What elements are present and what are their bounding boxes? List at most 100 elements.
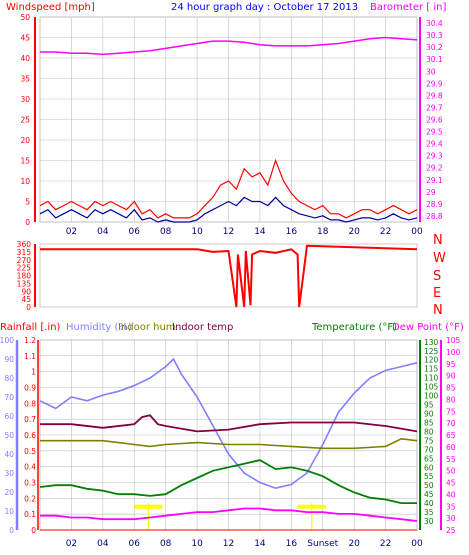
wind-direction-line [40,244,418,308]
dew-y-tick-label: 85 [446,384,456,393]
rain-y-tick-label: 0.9 [24,384,36,393]
humidity-y-tick-label: 50 [4,431,14,440]
wind-y-tick-label: 30 [20,95,30,104]
compass-label: N [433,233,443,248]
baro-y-tick-label: 30 [426,67,436,76]
wind-y-tick-label: 5 [25,198,30,207]
dew-y-tick-label: 45 [446,479,456,488]
rain-y-tick-label: 1.2 [24,336,36,345]
dew-y-tick-label: 55 [446,455,456,464]
bottom-x-tick-label: 06 [129,539,141,549]
bottom-x-tick-label: 02 [66,539,77,549]
top-x-tick-label: 04 [97,227,109,237]
temp-y-tick-label: 90 [424,409,434,418]
humidity-y-tick-label: 30 [4,469,14,478]
bottom-x-tick-label: 20 [348,539,360,549]
wind-barometer-chart: 02 04 06 08 10 12 14 16 18 20 22 000510152025303540… [20,13,442,237]
temp-y-tick-label: 60 [424,463,434,472]
rain-y-tick-label: 0.4 [24,463,36,472]
dew-y-tick-label: 80 [446,395,456,404]
humidity-y-tick-label: 90 [4,355,14,364]
baro-y-tick-label: 29.2 [426,164,443,173]
baro-y-tick-label: 30.2 [426,43,443,52]
baro-y-tick-label: 29.7 [426,103,443,112]
wind-gust-line [39,158,418,219]
dir-y-tick-label: 225 [17,264,32,273]
wind-y-tick-label: 25 [20,116,30,125]
temp-y-tick-label: 65 [424,454,434,463]
temp-y-tick-label: 50 [424,481,434,490]
graph-title: 24 hour graph day : October 17 2013 [171,2,358,13]
dir-y-tick-label: 135 [17,279,32,288]
humidity-y-tick-label: 0 [9,526,14,535]
bottom-x-tick-label: 10 [191,539,203,549]
rain-y-tick-label: 1 [31,368,36,377]
temp-y-tick-label: 70 [424,445,434,454]
temp-y-tick-label: 120 [424,356,439,365]
dir-plot-frame [39,243,418,308]
top-x-tick-label: 02 [66,227,77,237]
dew-y-tick-label: 100 [446,348,461,357]
wind-y-tick-label: 40 [20,54,30,63]
humidity-y-tick-label: 80 [4,374,14,383]
indoor-temp-line [40,414,418,433]
rain-y-tick-label: 0.3 [24,479,36,488]
temp-y-tick-label: 80 [424,427,434,436]
humidity-y-tick-label: 20 [4,488,14,497]
baro-y-tick-label: 28.8 [426,212,443,221]
wind-y-tick-label: 15 [20,157,30,166]
dir-y-tick-label: 270 [17,256,32,265]
baro-y-tick-label: 29.1 [426,176,443,185]
top-x-tick-label: 14 [254,227,266,237]
top-x-tick-label: 06 [129,227,141,237]
wind-y-tick-label: 20 [20,136,30,145]
temp-humidity-chart: 02 04 06 08 10 12 14 16 Sunset 20 22 0000.10.20.30.… [0,336,461,549]
dew-y-tick-label: 40 [446,490,456,499]
indoor-humidity-line [40,437,418,450]
rain-y-tick-label: 0 [31,526,36,535]
bottom-x-tick-label: 08 [160,539,172,549]
temp-y-tick-label: 130 [424,338,439,347]
bottom-x-tick-label: 00 [411,539,423,549]
humidity-y-tick-label: 70 [4,393,14,402]
top-x-tick-label: 16 [286,227,298,237]
top-x-tick-label: 00 [411,227,423,237]
dew-y-tick-label: 105 [446,336,461,345]
dir-y-tick-label: 45 [21,295,31,304]
compass-label: N [433,303,443,318]
top-x-tick-label: 22 [380,227,391,237]
humidity-y-tick-label: 40 [4,450,14,459]
humidity-line [39,357,418,490]
bottom-x-tick-label: 12 [223,539,234,549]
baro-y-tick-label: 30.4 [426,19,443,28]
rain-y-tick-label: 0.5 [24,447,36,456]
wind-y-tick-label: 45 [20,34,30,43]
baro-y-tick-label: 29.6 [426,116,443,125]
top-x-tick-label: 20 [348,227,360,237]
bottom-x-tick-label: 16 [286,539,298,549]
wind-y-tick-label: 10 [20,177,30,186]
temperature-line [39,459,417,505]
temp-y-tick-label: 100 [424,392,439,401]
rain-y-tick-label: 0.2 [24,494,36,503]
top-x-tick-label: 12 [223,227,234,237]
temp-y-tick-label: 110 [424,374,439,383]
dew-y-tick-label: 50 [446,467,456,476]
indoor-temp-label: Indoor temp [172,322,233,333]
temp-y-tick-label: 115 [424,365,439,374]
dew-y-tick-label: 95 [446,360,456,369]
temp-y-tick-label: 30 [424,517,434,526]
temp-y-tick-label: 105 [424,383,439,392]
dew-y-tick-label: 75 [446,407,456,416]
temp-y-tick-label: 40 [424,499,434,508]
humidity-y-tick-label: 60 [4,412,14,421]
indoor-hum-label: Indoor hum [118,322,176,333]
rainfall-axis-label: Rainfall [.in) [0,322,61,333]
humidity-y-tick-label: 100 [0,336,14,345]
dir-y-tick-label: 0 [26,303,31,312]
temp-y-tick-label: 45 [424,490,434,499]
dew-y-tick-label: 30 [446,514,456,523]
